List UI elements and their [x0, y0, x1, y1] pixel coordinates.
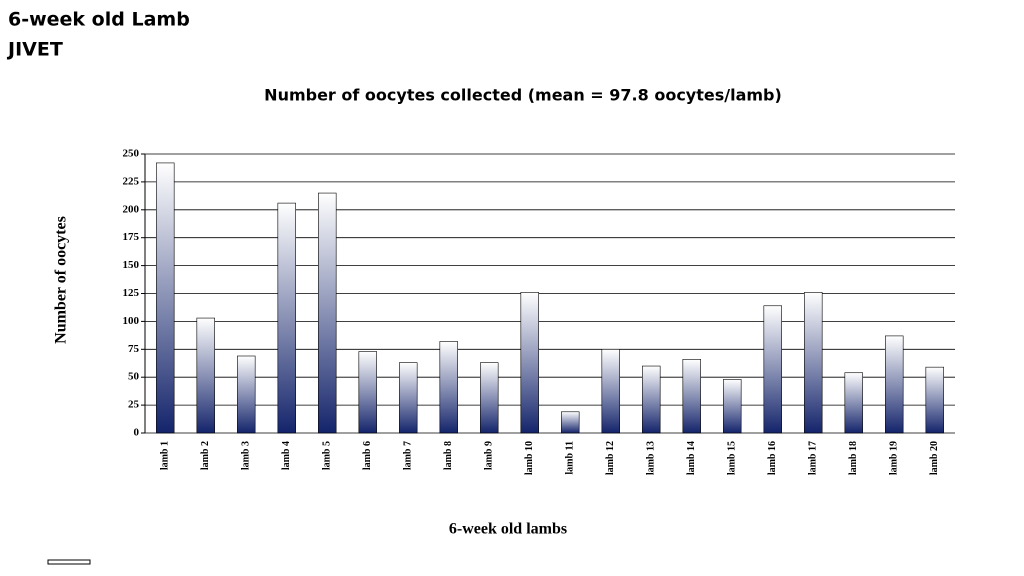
- bar: [520, 292, 539, 434]
- x-tick-label: lamb 2: [200, 441, 211, 470]
- x-tick-label: lamb 9: [484, 441, 495, 470]
- page-subtitle: JIVET: [6, 39, 63, 61]
- bar: [601, 348, 620, 434]
- bar: [399, 362, 418, 434]
- y-tick-label: 150: [123, 259, 140, 271]
- y-tick-label: 75: [128, 343, 140, 355]
- chart-title: Number of oocytes collected (mean = 97.8…: [264, 86, 782, 105]
- bar: [318, 192, 337, 434]
- bar: [196, 317, 215, 434]
- legend-swatch: [47, 559, 91, 565]
- x-tick-label: lamb 11: [565, 441, 576, 475]
- bar: [439, 341, 458, 434]
- bar: [723, 379, 742, 434]
- x-tick-label: lamb 18: [848, 441, 859, 475]
- bar: [237, 355, 256, 434]
- bar: [358, 351, 377, 434]
- x-tick-label: lamb 13: [646, 441, 657, 475]
- x-tick-label: lamb 10: [524, 441, 535, 475]
- x-tick-label: lamb 14: [686, 441, 697, 475]
- x-tick-label: lamb 20: [929, 441, 940, 475]
- y-axis-label: Number of oocytes: [53, 216, 70, 344]
- bar: [561, 411, 580, 434]
- y-tick-label: 175: [123, 231, 140, 243]
- bar: [885, 335, 904, 434]
- x-tick-label: lamb 3: [241, 441, 252, 470]
- y-tick-label: 125: [123, 287, 140, 299]
- bar: [804, 292, 823, 434]
- y-tick-label: 200: [123, 203, 140, 215]
- y-tick-label: 250: [123, 148, 140, 160]
- x-axis-label: 6-week old lambs: [449, 521, 567, 538]
- x-tick-label: lamb 5: [322, 441, 333, 470]
- x-tick-label: lamb 19: [889, 441, 900, 475]
- bar: [480, 362, 499, 434]
- bar: [156, 162, 175, 434]
- y-tick-label: 0: [134, 427, 140, 439]
- x-tick-label: lamb 12: [605, 441, 616, 475]
- y-tick-label: 100: [123, 315, 140, 327]
- x-tick-label: lamb 6: [362, 441, 373, 470]
- bar: [763, 305, 782, 434]
- page-title: 6-week old Lamb: [8, 9, 190, 31]
- bar: [642, 365, 661, 434]
- x-tick-label: lamb 16: [767, 441, 778, 475]
- x-tick-label: lamb 17: [808, 441, 819, 475]
- y-tick-label: 225: [123, 175, 140, 187]
- x-tick-label: lamb 15: [727, 441, 738, 475]
- y-tick-label: 50: [128, 371, 140, 383]
- y-tick-label: 25: [128, 399, 140, 411]
- bar: [277, 202, 296, 434]
- bar: [925, 366, 944, 434]
- x-tick-label: lamb 1: [160, 441, 171, 470]
- bar: [682, 359, 701, 434]
- x-tick-label: lamb 4: [281, 441, 292, 470]
- x-tick-label: lamb 8: [443, 441, 454, 470]
- bar: [844, 372, 863, 434]
- x-tick-label: lamb 7: [403, 441, 414, 470]
